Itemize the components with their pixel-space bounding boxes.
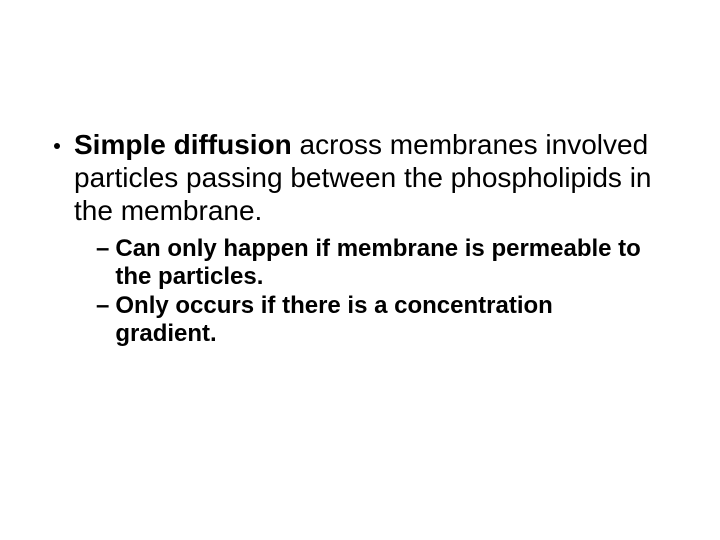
dash-icon: – bbox=[96, 235, 109, 263]
main-bullet-text: Simple diffusion across membranes involv… bbox=[74, 128, 660, 227]
dash-icon: – bbox=[96, 292, 109, 320]
sub-bullet-text: Can only happen if membrane is permeable… bbox=[115, 235, 660, 292]
sub-bullet-list: – Can only happen if membrane is permeab… bbox=[96, 235, 660, 348]
sub-bullet-text: Only occurs if there is a concentration … bbox=[115, 292, 660, 349]
sub-bullet-item: – Can only happen if membrane is permeab… bbox=[96, 235, 660, 292]
main-bullet-item: Simple diffusion across membranes involv… bbox=[54, 128, 660, 227]
main-bullet-bold: Simple diffusion bbox=[74, 129, 292, 160]
sub-bullet-item: – Only occurs if there is a concentratio… bbox=[96, 292, 660, 349]
slide-body: Simple diffusion across membranes involv… bbox=[0, 0, 720, 540]
bullet-disc-icon bbox=[54, 143, 60, 149]
